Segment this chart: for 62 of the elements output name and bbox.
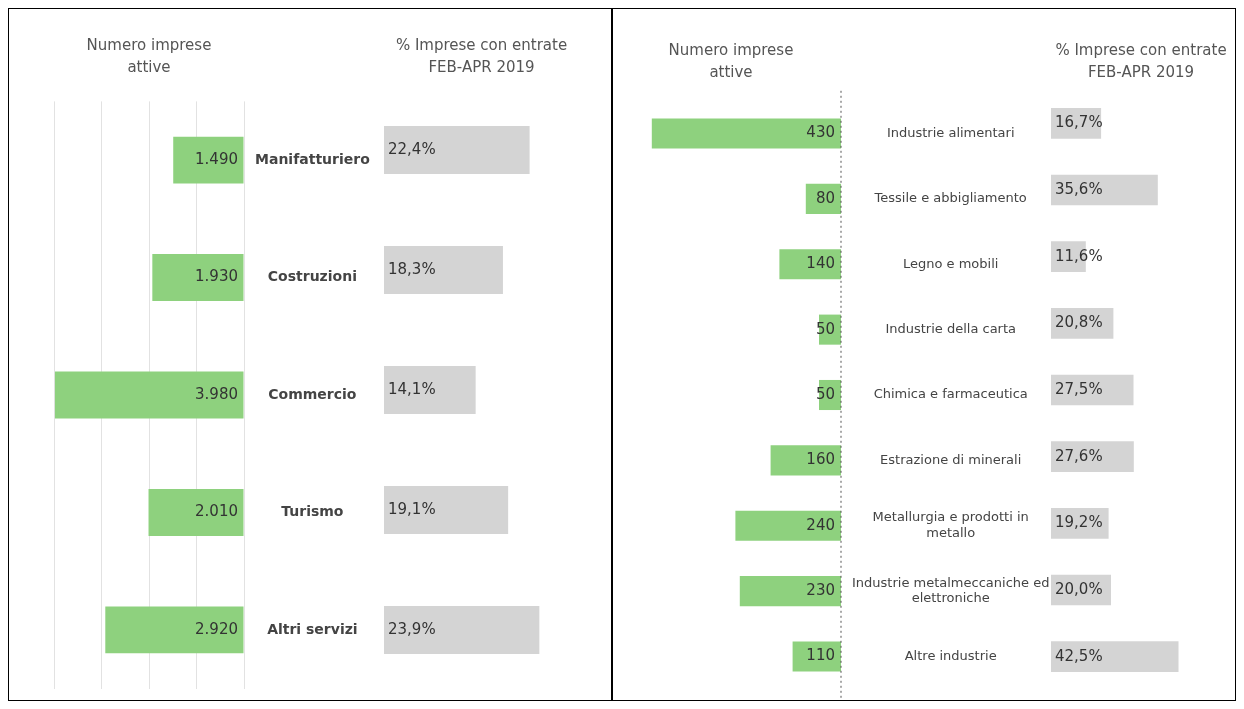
data-label: 42,5% xyxy=(1055,646,1103,665)
bar xyxy=(651,118,841,149)
data-label: 23,9% xyxy=(388,619,436,638)
data-label: 1.930 xyxy=(195,267,238,286)
y-tick-label: Altre industrie xyxy=(904,647,997,663)
bar xyxy=(384,606,540,654)
data-label: 3.980 xyxy=(195,384,238,403)
y-tick-label: Estrazione di minerali xyxy=(880,451,1022,467)
data-label: 16,7% xyxy=(1055,113,1103,132)
chart-title: Numero imprese attive xyxy=(667,40,795,83)
bar xyxy=(173,136,244,184)
bar xyxy=(779,249,841,280)
data-label: 430 xyxy=(806,123,835,142)
data-label: 11,6% xyxy=(1055,246,1103,265)
bar xyxy=(739,576,841,607)
data-label: 19,1% xyxy=(388,499,436,518)
data-label: 20,0% xyxy=(1055,579,1103,598)
y-tick-label: Industrie metalmeccaniche ed elettroniche xyxy=(852,574,1050,606)
chart-title: % Imprese con entrate FEB-APR 2019 xyxy=(394,35,569,78)
y-tick-label: Tessile e abbigliamento xyxy=(873,190,1027,206)
bar xyxy=(384,366,476,414)
y-tick-label: Industrie della carta xyxy=(885,321,1017,336)
data-label: 2.920 xyxy=(195,619,238,638)
y-tick-label: Legno e mobili xyxy=(902,255,999,271)
data-label: 160 xyxy=(806,450,835,469)
y-tick-label: Metallurgia e prodotti in metallo xyxy=(872,509,1029,540)
bar xyxy=(105,606,244,654)
data-label: 110 xyxy=(806,646,835,665)
data-label: 80 xyxy=(815,188,835,207)
chart-title: % Imprese con entrate FEB-APR 2019 xyxy=(1054,40,1228,83)
data-label: 230 xyxy=(806,581,835,600)
bar xyxy=(384,486,509,534)
data-label: 27,6% xyxy=(1055,446,1103,465)
data-label: 22,4% xyxy=(388,139,436,158)
data-label: 20,8% xyxy=(1055,313,1103,332)
data-label: 27,5% xyxy=(1055,379,1103,398)
bar xyxy=(152,254,244,302)
bar xyxy=(384,246,503,294)
y-tick-label: Turismo xyxy=(281,503,344,520)
bar xyxy=(770,445,841,476)
data-label: 1.490 xyxy=(195,150,238,169)
bar xyxy=(384,126,530,174)
y-tick-label: Costruzioni xyxy=(267,268,357,285)
y-tick-label: Industrie alimentari xyxy=(886,124,1015,140)
bar xyxy=(1051,441,1134,472)
data-label: 140 xyxy=(806,254,835,273)
bar xyxy=(54,371,244,419)
data-label: 14,1% xyxy=(388,379,436,398)
y-tick-label: Manifatturiero xyxy=(254,150,371,167)
data-label: 18,3% xyxy=(388,259,436,278)
data-label: 2.010 xyxy=(195,502,238,521)
data-label: 19,2% xyxy=(1055,513,1103,532)
bar xyxy=(735,510,841,541)
data-label: 240 xyxy=(806,515,835,534)
y-tick-label: Commercio xyxy=(268,385,357,402)
bar xyxy=(1051,641,1179,672)
bar xyxy=(792,641,841,672)
data-label: 35,6% xyxy=(1055,179,1103,198)
bar xyxy=(148,488,244,536)
chart-title: Numero imprese attive xyxy=(85,35,213,78)
y-tick-label: Chimica e farmaceutica xyxy=(873,386,1028,402)
y-tick-label: Altri servizi xyxy=(267,620,358,637)
